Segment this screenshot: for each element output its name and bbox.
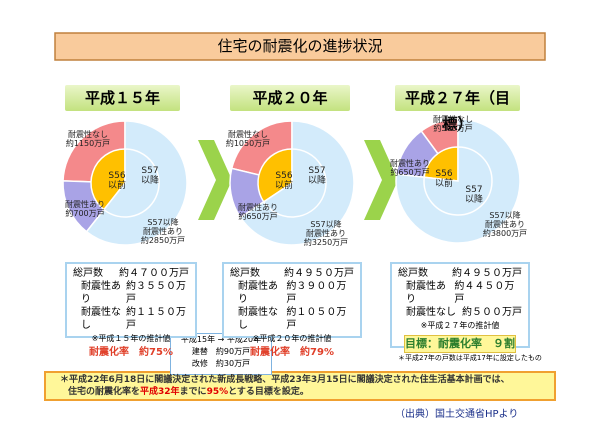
slice-label: S57以降 耐震性あり 約3800万戸	[483, 211, 527, 238]
footer-note: ＊平成22年6月18日に閣議決定された新成長戦略、平成23年3月15日に閣議決定…	[60, 374, 550, 398]
footer-line2: 住宅の耐震化率を平成32年までに95%とする目標を設定。	[60, 386, 550, 398]
summary-value: 約５００万戸	[462, 307, 522, 318]
summary-row: 耐震性なし 約５００万戸	[398, 306, 522, 319]
slice-category: 耐震性なし	[67, 130, 108, 139]
footer-line1: ＊平成22年6月18日に閣議決定された新成長戦略、平成23年3月15日に閣議決定…	[60, 375, 510, 385]
slice-label: 耐震性あり 約650万戸	[390, 159, 430, 177]
summary-row: 耐震性あり 約３９００万戸	[230, 280, 354, 306]
slice-value: 約650万戸	[238, 212, 278, 221]
highlight: 95%	[206, 387, 229, 397]
slice-category: 耐震性あり	[65, 200, 105, 209]
inner-label: S57 以降	[464, 185, 484, 205]
summary-row: 耐震性あり 約４４５０万戸	[398, 280, 522, 306]
summary-rate: 目標：耐震化率 ９割	[404, 335, 516, 353]
slice-category: 耐震性あり	[390, 159, 430, 168]
summary-rate: 耐震化率 約79%	[250, 347, 334, 358]
title-box	[54, 32, 546, 61]
inner-label: S56 以前	[274, 171, 294, 191]
inner-slice	[423, 146, 493, 216]
slice-value: 約650万戸	[390, 168, 430, 177]
summary-row: 耐震性なし 約１１５０万戸	[73, 306, 189, 332]
slice-label: S57以降 耐震性あり 約2850万戸	[141, 218, 185, 245]
slice-value: 約700万戸	[65, 209, 105, 218]
summary-note: ※平成１５年の推計値	[91, 334, 171, 343]
chart-title: 平成２７年（目標）	[395, 85, 520, 133]
footer-box	[44, 371, 556, 401]
slice-category: S57以降 耐震性あり	[305, 220, 346, 238]
transition-box: 平成15年 → 平成20年 建替 約90万戸 改修 約30万戸	[170, 333, 272, 375]
footnote: ＊平成27年の戸数は平成17年に設定したもの	[398, 354, 542, 362]
summary-value: 約３９００万戸	[286, 281, 347, 305]
slice-category: 耐震性なし	[227, 130, 268, 139]
slice-label: S57以降 耐震性あり 約3250万戸	[304, 220, 348, 247]
summary-row: 総戸数 約４９５０万戸	[398, 267, 522, 280]
summary-box: 総戸数 約４９５０万戸 耐震性あり 約３９００万戸 耐震性なし 約１０５０万戸 ※平成２０年…	[222, 262, 362, 358]
slice-category: S57以降 耐震性あり	[142, 218, 183, 236]
summary-label: 総戸数	[398, 268, 428, 279]
slice-value: 約500万戸	[433, 124, 473, 133]
transition-retrofit: 改修 約30万戸	[191, 359, 251, 368]
summary-value: 約４４５０万戸	[454, 281, 515, 305]
summary-value: 約４９５０万戸	[452, 268, 522, 279]
inner-slice	[102, 148, 160, 218]
summary-row: 耐震性あり 約３５５０万戸	[73, 280, 189, 306]
summary-value: 約１０５０万戸	[286, 307, 347, 331]
inner-slice	[90, 148, 126, 211]
summary-label: 耐震性なし	[81, 307, 121, 331]
slice-category: 耐震性あり	[238, 203, 278, 212]
chart-title: 平成１５年	[65, 85, 180, 111]
summary-box: 総戸数 約４９５０万戸 耐震性あり 約４４５０万戸 耐震性なし 約５００万戸 ※平成２７年の…	[390, 262, 530, 353]
slice-category: 耐震性なし	[433, 115, 473, 124]
inner-slice	[262, 148, 327, 218]
chart-title: 平成２０年	[230, 85, 350, 111]
summary-rate: 耐震化率 約75%	[89, 347, 173, 358]
summary-label: 耐震性あり	[406, 281, 446, 305]
transition-period: 平成15年 → 平成20年	[180, 335, 262, 344]
slice-label: 耐震性あり 約650万戸	[238, 203, 278, 221]
summary-value: 約４９５０万戸	[284, 268, 354, 279]
summary-value: 約１１５０万戸	[126, 307, 186, 331]
inner-label: S57 以降	[140, 166, 160, 186]
summary-row: 総戸数 約４９５０万戸	[230, 267, 354, 280]
summary-row: 耐震性なし 約１０５０万戸	[230, 306, 354, 332]
summary-note: ※平成２７年の推計値	[420, 321, 500, 330]
slice-value: 約2850万戸	[140, 236, 186, 245]
inner-label: S57 以降	[307, 166, 327, 186]
summary-label: 耐震性なし	[406, 307, 456, 318]
summary-label: 耐震性なし	[238, 307, 278, 331]
summary-row: 総戸数 約４７００万戸	[73, 267, 189, 280]
source: （出典）国土交通省HPより	[395, 409, 519, 420]
arrow	[364, 140, 398, 220]
transition-rebuild: 建替 約90万戸	[191, 347, 251, 356]
text: とする目標を設定。	[228, 387, 309, 397]
slice-label: 耐震性なし 約1050万戸	[226, 130, 270, 148]
slice-value: 約3250万戸	[303, 238, 349, 247]
summary-label: 耐震性あり	[238, 281, 278, 305]
summary-value: 約３５５０万戸	[126, 281, 186, 305]
slice-value: 約1150万戸	[65, 139, 111, 148]
slice-label: 耐震性なし 約1150万戸	[66, 130, 110, 148]
inner-label: S56 以前	[434, 169, 454, 189]
inner-label: S56 以前	[107, 171, 127, 191]
inner-slice	[423, 146, 459, 182]
summary-label: 総戸数	[73, 268, 103, 279]
summary-note: ※平成２０年の推計値	[252, 334, 332, 343]
summary-label: 耐震性あり	[81, 281, 121, 305]
slice-label: 耐震性あり 約700万戸	[65, 200, 105, 218]
slice-label: 耐震性なし 約500万戸	[433, 115, 473, 133]
summary-label: 総戸数	[230, 268, 260, 279]
text: 住宅の耐震化率を	[68, 387, 141, 397]
arrow	[198, 140, 232, 220]
slice-category: S57以降 耐震性あり	[484, 211, 525, 229]
highlight: 平成32年	[140, 387, 180, 397]
summary-value: 約４７００万戸	[119, 268, 189, 279]
title: 住宅の耐震化の進捗状況	[217, 37, 383, 55]
text: までに	[179, 387, 207, 397]
slice-value: 約3800万戸	[482, 229, 528, 238]
slice-value: 約1050万戸	[225, 139, 271, 148]
summary-box: 総戸数 約４７００万戸 耐震性あり 約３５５０万戸 耐震性なし 約１１５０万戸 ※平成１５年…	[65, 262, 197, 358]
